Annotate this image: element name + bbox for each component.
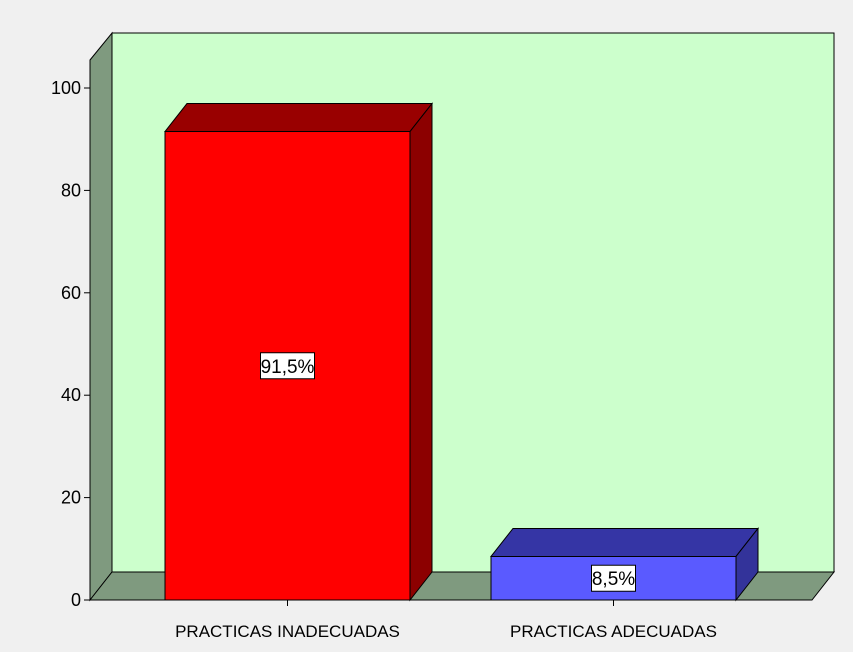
- bar-group: 91,5% 8,5%: [163, 102, 760, 602]
- x-label-group: PRACTICAS INADECUADAS PRACTICAS ADECUADAS: [175, 600, 717, 641]
- y-tick-label: 80: [61, 180, 81, 200]
- bar-side: [735, 527, 759, 602]
- bar-side: [409, 102, 433, 602]
- data-label: 91,5%: [261, 357, 315, 378]
- y-tick-label: 40: [61, 385, 81, 405]
- data-label-box: [591, 564, 636, 592]
- x-tick-label: PRACTICAS ADECUADAS: [510, 622, 717, 641]
- data-label-box: [260, 352, 315, 380]
- y-tick-group: 0 20 40 60 80 100: [51, 78, 90, 610]
- y-tick-label: 20: [61, 488, 81, 508]
- x-tick-label: PRACTICAS INADECUADAS: [175, 622, 400, 641]
- y-tick-label: 100: [51, 78, 81, 98]
- data-label: 8,5%: [592, 569, 635, 590]
- left-side-wall: [89, 31, 113, 602]
- bar-top: [489, 527, 760, 557]
- y-tick-label: 60: [61, 283, 81, 303]
- y-tick-label: 0: [71, 590, 81, 610]
- bar-top: [163, 103, 434, 133]
